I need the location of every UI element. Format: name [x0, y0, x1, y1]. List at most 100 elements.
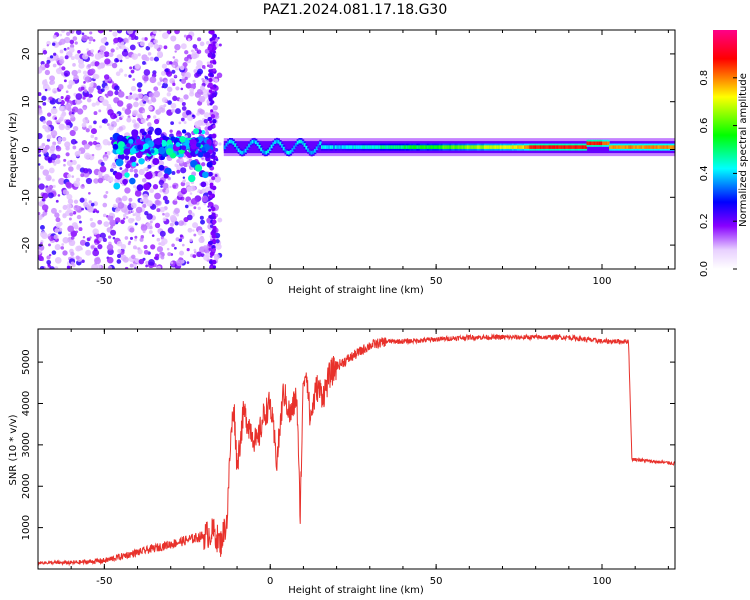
noise-speck [124, 187, 131, 194]
carrier-segment [400, 145, 404, 149]
streak-speck [207, 45, 213, 51]
noise-speck [49, 145, 56, 152]
noise-speck [204, 130, 210, 136]
noise-speck [106, 103, 112, 109]
y-tick-label: 0 [21, 146, 32, 152]
noise-speck [102, 138, 110, 146]
noise-speck [100, 88, 105, 92]
noise-speck [167, 100, 172, 105]
noise-speck [44, 88, 48, 92]
noise-speck [81, 34, 89, 42]
noise-speck [128, 240, 132, 244]
noise-speck [205, 40, 210, 45]
noise-speck [49, 55, 54, 59]
early-signal-blob [163, 173, 169, 179]
noise-speck [142, 61, 146, 65]
noise-speck [161, 70, 166, 76]
carrier-segment [530, 145, 534, 149]
noise-speck [46, 112, 52, 117]
noise-speck [83, 106, 87, 111]
noise-speck [42, 169, 50, 176]
noise-speck [104, 151, 108, 155]
noise-speck [62, 204, 68, 210]
noise-speck [57, 98, 62, 103]
noise-speck [70, 56, 75, 61]
noise-speck [169, 185, 172, 189]
noise-speck [44, 144, 50, 150]
carrier-segment [532, 145, 536, 149]
noise-speck [140, 224, 148, 232]
noise-speck [152, 30, 157, 35]
noise-speck [48, 157, 53, 162]
carrier-segment [315, 146, 319, 151]
noise-speck [201, 162, 206, 167]
carrier-segment [317, 143, 320, 148]
noise-speck [185, 110, 192, 116]
carrier-segment [659, 145, 662, 149]
carrier-segment [350, 145, 353, 149]
noise-speck [172, 184, 177, 189]
noise-speck [50, 153, 58, 161]
noise-speck [186, 186, 193, 193]
noise-speck [201, 157, 204, 160]
noise-speck [130, 85, 137, 92]
noise-speck [70, 138, 77, 145]
noise-speck [123, 217, 126, 220]
carrier-segment [655, 145, 659, 149]
noise-speck [136, 82, 143, 88]
streak-speck [212, 225, 217, 231]
noise-speck [134, 124, 138, 127]
y-tick-label: 5000 [21, 349, 32, 374]
noise-speck [175, 86, 180, 91]
noise-speck [72, 106, 79, 113]
noise-speck [68, 80, 74, 85]
carrier-segment [504, 145, 508, 149]
noise-speck [163, 79, 168, 84]
early-signal-blob [138, 158, 145, 165]
carrier-segment [506, 145, 509, 149]
carrier-segment [293, 145, 296, 150]
noise-speck [61, 243, 65, 246]
carrier-segment [636, 145, 640, 149]
noise-speck [105, 191, 109, 194]
noise-speck [115, 71, 121, 77]
noise-speck [176, 159, 180, 163]
colorbar-tick-label: 0.4 [699, 165, 710, 181]
noise-speck [89, 68, 96, 75]
noise-speck [75, 30, 82, 35]
noise-speck [55, 120, 59, 123]
carrier-segment [362, 145, 365, 149]
carrier-segment [581, 145, 584, 149]
carrier-segment [629, 145, 633, 149]
noise-speck [115, 46, 119, 50]
noise-speck [163, 104, 167, 108]
noise-speck [48, 167, 55, 174]
noise-speck [74, 53, 81, 60]
noise-speck [192, 229, 195, 232]
noise-speck [124, 236, 129, 240]
early-signal-blob [193, 128, 200, 135]
early-signal-blob [143, 183, 151, 191]
noise-speck [66, 173, 72, 179]
noise-speck [68, 239, 76, 247]
early-signal-blob [158, 146, 166, 155]
noise-speck [82, 236, 86, 239]
noise-speck [180, 167, 187, 174]
noise-speck [134, 63, 141, 69]
noise-speck [116, 113, 119, 117]
noise-speck [73, 204, 80, 211]
noise-speck [50, 130, 58, 137]
noise-speck [151, 234, 155, 237]
carrier-segment [404, 145, 407, 149]
noise-speck [70, 159, 73, 163]
noise-speck [201, 195, 209, 203]
colorbar-ticks: 0.0 0.2 0.4 0.6 0.8 [699, 70, 737, 277]
noise-speck [64, 141, 71, 148]
carrier-segment [602, 141, 605, 146]
carrier-segment [626, 145, 629, 149]
noise-speck [192, 222, 199, 229]
carrier-segment [421, 145, 424, 149]
carrier-segment [395, 145, 398, 149]
noise-speck [137, 41, 140, 45]
noise-speck [88, 36, 94, 42]
